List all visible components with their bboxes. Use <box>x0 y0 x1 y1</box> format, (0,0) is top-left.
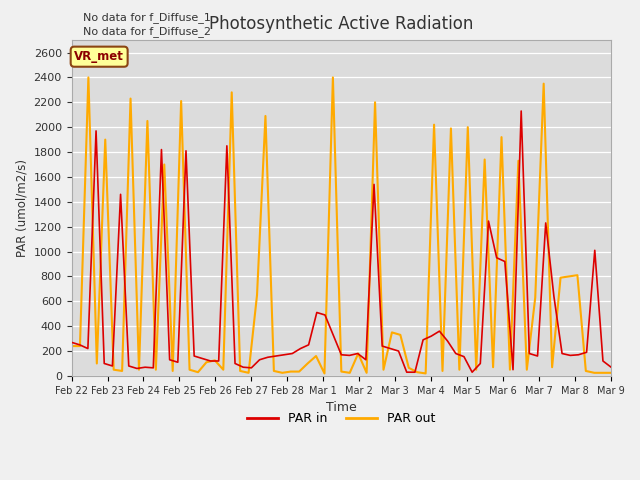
Text: No data for f_Diffuse_2: No data for f_Diffuse_2 <box>83 26 211 37</box>
Text: No data for f_Diffuse_1: No data for f_Diffuse_1 <box>83 12 211 23</box>
X-axis label: Time: Time <box>326 401 356 414</box>
Y-axis label: PAR (umol/m2/s): PAR (umol/m2/s) <box>15 159 28 257</box>
Text: VR_met: VR_met <box>74 50 124 63</box>
Title: Photosynthetic Active Radiation: Photosynthetic Active Radiation <box>209 15 474 33</box>
Legend: PAR in, PAR out: PAR in, PAR out <box>242 407 441 430</box>
